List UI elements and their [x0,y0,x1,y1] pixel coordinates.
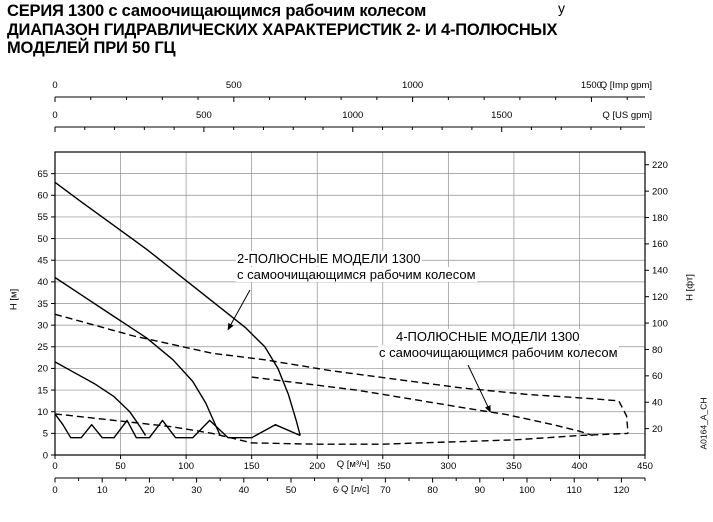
axis-tick-label: 120 [652,292,668,303]
axis-tick-label: 150 [244,461,260,472]
axis-tick-label: 110 [567,485,582,496]
axis-tick-label: 20 [652,424,663,435]
annotation-2pole-line2: с самоочищающимся рабочим колесом [236,267,477,282]
grid-lines [55,152,645,455]
axis-tick-label: 30 [37,320,48,331]
axis-tick-label: 300 [440,461,456,472]
axis-tick-label: 40 [37,277,48,288]
axis-tick-label: 65 [37,169,48,180]
annotation-leader-arrow [227,289,251,331]
axis-tick-label: 40 [239,485,250,496]
cropped-text-fragment: у [558,0,565,16]
axis-tick-label: 60 [333,485,344,496]
axis-tick-label: 45 [37,256,48,267]
axis-tick-label: 30 [191,485,202,496]
2pole-mid-curve-b [54,361,147,436]
axis-tick-label: 10 [37,407,48,418]
axis-tick-label: 500 [196,110,212,121]
axis-tick-label: 400 [572,461,588,472]
axis-tick-label: 40 [652,398,663,409]
axis-tick-label: 90 [475,485,486,496]
axis-tick-label: 20 [37,364,48,375]
m3h-axis-label: Q [м³/ч] [328,459,378,470]
axis-tick-label: 50 [37,234,48,245]
axis-tick-label: 100 [519,485,535,496]
axis-tick-label: 70 [380,485,391,496]
annotation-leader-arrow [467,364,491,413]
us-gpm-axis-label: Q [US gpm] [602,110,652,121]
annotation-2pole-line1: 2-ПОЛЮСНЫЕ МОДЕЛИ 1300 [236,251,422,266]
axis-tick-label: 10 [97,485,108,496]
imp-gpm-axis-label: Q [Imp gpm] [599,80,652,91]
axis-tick-label: 200 [309,461,325,472]
axis-tick-label: 15 [37,385,48,396]
4pole-mid-curve [251,376,593,437]
axis-tick-label: 80 [427,485,438,496]
axis-tick-label: 50 [115,461,126,472]
axis-tick-label: 20 [144,485,155,496]
pump-range-curves [54,181,629,445]
axis-tick-label: 1500 [581,80,602,91]
head-m-axis-label: H [м] [8,288,20,311]
axis-tick-label: 120 [613,485,629,496]
axis-tick-label: 60 [652,371,663,382]
axis-tick-label: 500 [226,80,242,91]
title-line-1: СЕРИЯ 1300 с самоочищающимся рабочим кол… [7,2,427,20]
4pole-upper-envelope [54,313,629,434]
axis-tick-label: 1000 [402,80,423,91]
axis-tick-label: 350 [506,461,522,472]
2pole-upper-envelope [54,181,301,436]
axis-tick-label: 250 [375,461,391,472]
axis-tick-label: 180 [652,213,668,224]
drawing-code: A0164_A_CH [698,397,709,450]
page-title: СЕРИЯ 1300 с самоочищающимся рабочим кол… [7,2,557,58]
axis-tick-label: 220 [652,160,668,171]
2pole-mid-curve-a [54,276,221,436]
axis-tick-label: 0 [43,450,48,461]
axis-tick-label: 160 [652,239,668,250]
axis-tick-label: 60 [37,191,48,202]
axis-tick-label: 1500 [491,110,512,121]
axes: 0510152025303540455055606520406080100120… [37,80,667,496]
ls-axis-label: Q [л/с] [339,484,372,495]
axis-tick-label: 35 [37,299,48,310]
annotation-4pole-line2: с самоочищающимся рабочим колесом [378,345,619,360]
axis-tick-label: 0 [52,461,57,472]
axis-tick-label: 55 [37,212,48,223]
axis-tick-label: 450 [637,461,653,472]
axis-tick-label: 0 [52,485,57,496]
axis-tick-label: 0 [52,80,57,91]
axis-tick-label: 80 [652,345,663,356]
axis-tick-label: 1000 [342,110,363,121]
title-line-3: МОДЕЛЕЙ ПРИ 50 ГЦ [7,39,176,57]
axis-tick-label: 50 [286,485,297,496]
axis-tick-label: 140 [652,266,668,277]
axis-tick-label: 200 [652,186,668,197]
axis-tick-label: 100 [178,461,194,472]
axis-tick-label: 5 [43,429,48,440]
head-ft-axis-label: H [фт] [684,274,696,301]
4pole-lower-boundary [54,413,629,445]
title-line-2: ДИАПАЗОН ГИДРАВЛИЧЕСКИХ ХАРАКТЕРИСТИК 2-… [7,20,558,39]
axis-tick-label: 0 [52,110,57,121]
axis-tick-label: 100 [652,318,668,329]
axis-tick-label: 25 [37,342,48,353]
annotation-4pole-line1: 4-ПОЛЮСНЫЕ МОДЕЛИ 1300 [395,329,581,344]
